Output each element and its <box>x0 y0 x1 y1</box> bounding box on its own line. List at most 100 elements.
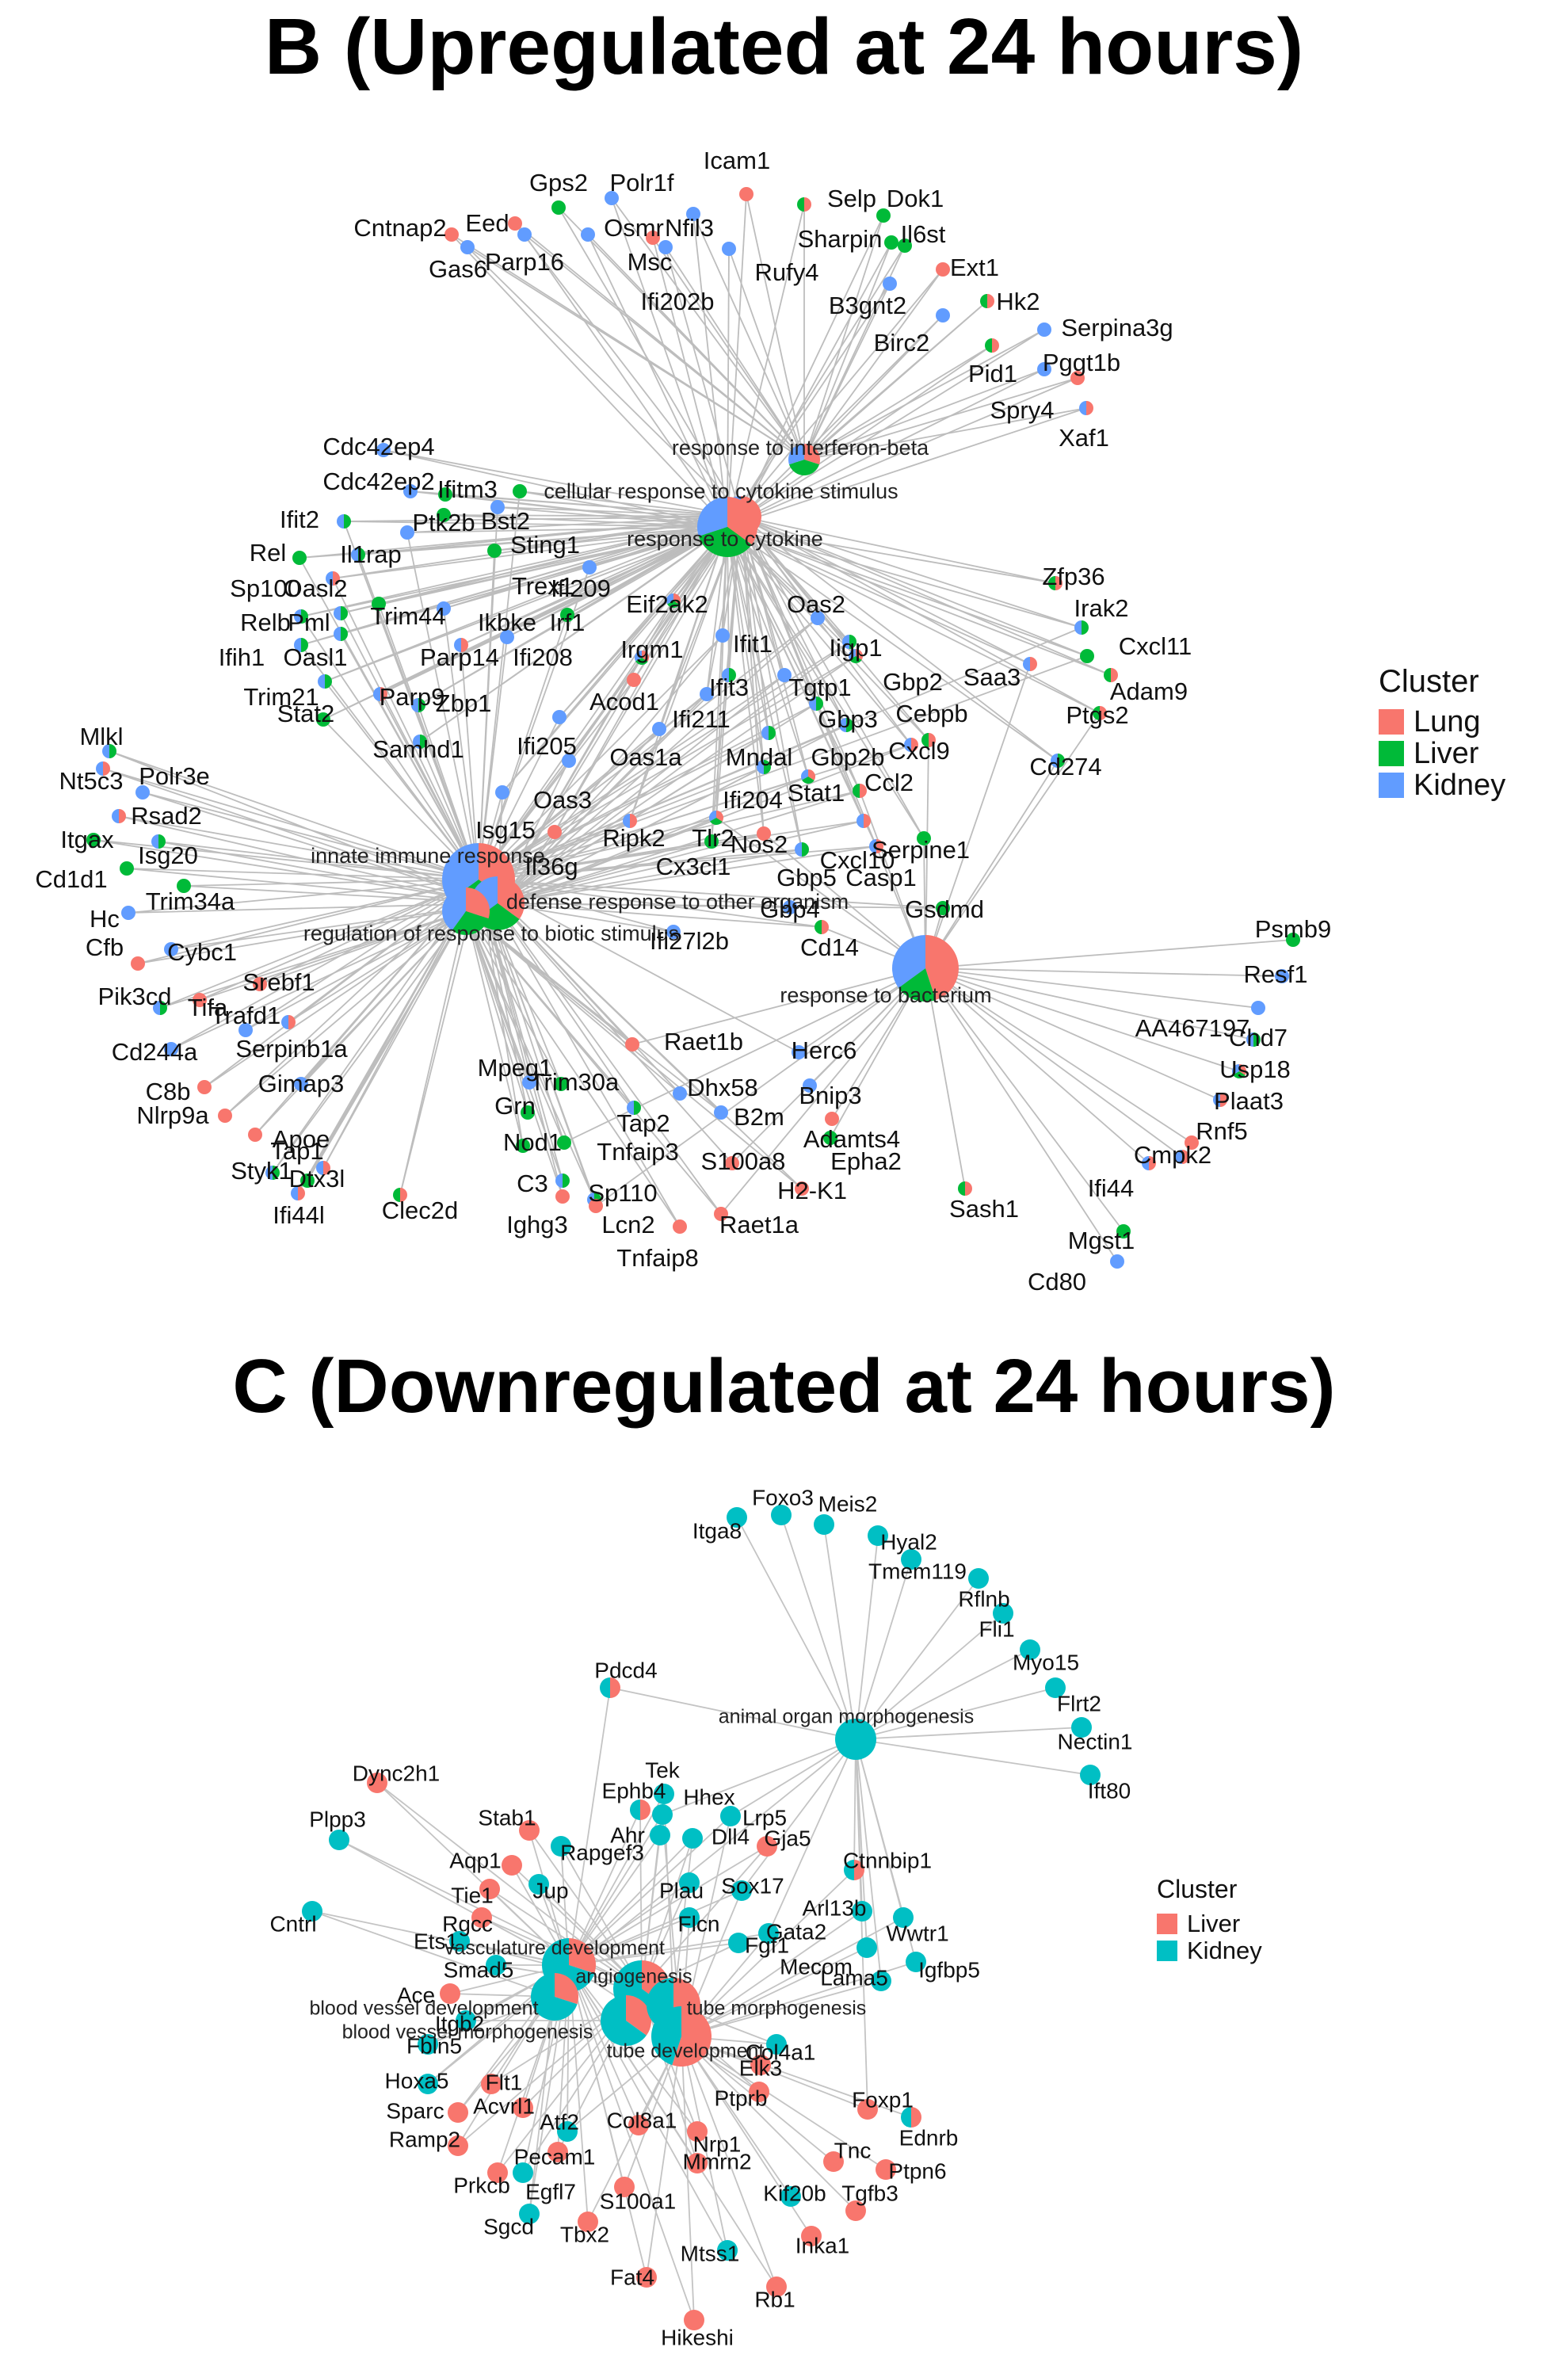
gene-node-spry4 <box>1037 362 1051 376</box>
gene-label-gimap3: Gimap3 <box>258 1070 345 1097</box>
gene-label-sash1: Sash1 <box>949 1195 1019 1223</box>
gene-node-acod1 <box>627 673 641 687</box>
edge-cx3cl1-dro <box>497 841 712 904</box>
edge-c-ift80-aom <box>855 1738 1091 1776</box>
gene-node-trafd1 <box>238 1023 253 1037</box>
gene-label-c-igfbp5: Igfbp5 <box>918 1957 980 1982</box>
gene-label-spry4: Spry4 <box>990 396 1055 424</box>
gene-node-c-kif20b <box>780 2186 801 2207</box>
edge-itgax-dro <box>93 839 498 904</box>
gene-node-c-rapgef3 <box>551 1836 571 1857</box>
gene-node-c-meis2 <box>814 1514 834 1535</box>
gene-label-iigp1: Iigp1 <box>829 634 882 662</box>
gene-node-c-egfl7 <box>513 2162 533 2183</box>
edge-rufy4-rc <box>727 248 730 528</box>
panel-b-title: B (Upregulated at 24 hours) <box>264 2 1304 91</box>
edge-ifi204-ccs <box>740 516 765 768</box>
edge-trim21-ccs <box>324 516 742 682</box>
gene-label-bst2: Bst2 <box>481 507 530 535</box>
edge-sash1-rb <box>925 967 966 1189</box>
gene-label-pml: Pml <box>288 609 330 636</box>
gene-node-c-gja5 <box>757 1836 777 1857</box>
gene-label-cd80: Cd80 <box>1028 1268 1086 1296</box>
gene-node-c-ednrb <box>901 2107 921 2128</box>
edge-mndal-ccs <box>740 516 769 734</box>
gene-node-b2m <box>714 1105 728 1120</box>
edge-stat1-rc <box>727 526 809 777</box>
gene-label-mndal: Mndal <box>726 743 792 771</box>
edge-osmr-rc <box>587 234 728 528</box>
gene-node-c-igfbp5 <box>906 1952 926 1972</box>
edge-cntnap2-rc <box>451 234 728 528</box>
edge-ifi204-rc <box>727 526 765 768</box>
edge-c-tmem119-aom <box>855 1559 912 1740</box>
gene-label-msc: Msc <box>628 248 673 276</box>
gene-node-trim30a <box>554 1077 568 1091</box>
gene-label-ptk2b: Ptk2b <box>412 509 475 536</box>
edge-stat1-dro <box>497 776 809 904</box>
gene-node-c-stab1 <box>519 1820 540 1841</box>
gene-node-tap2 <box>627 1101 641 1115</box>
gene-label-c-rflnb: Rflnb <box>958 1586 1009 1611</box>
gene-node-ikbke <box>437 601 451 616</box>
gene-node-c-inka1 <box>801 2226 822 2246</box>
gene-label-sp110: Sp110 <box>588 1179 657 1207</box>
gene-node-rnf5 <box>1185 1135 1199 1150</box>
gene-label-oas1a: Oas1a <box>609 743 682 771</box>
edge-hk2-ccs <box>740 300 988 517</box>
gene-node-c-plau <box>679 1872 700 1893</box>
edge-selp-rc <box>727 204 805 528</box>
gene-label-lcn2: Lcn2 <box>601 1211 654 1238</box>
edge-c-lrp5-aom <box>730 1738 856 1817</box>
edge-isg20-dro <box>158 841 498 904</box>
gene-label-dok1: Dok1 <box>887 185 944 212</box>
term-label-ifnb: response to interferon-beta <box>672 436 929 460</box>
edge-zfp36-rc <box>727 526 1056 584</box>
gene-node-tnfaip3 <box>557 1135 571 1150</box>
gene-node-ifi211 <box>700 687 714 701</box>
edge-ifi211-dro <box>497 693 708 904</box>
gene-node-pggt1b <box>1070 371 1085 385</box>
gene-label-cybc1: Cybc1 <box>167 938 237 966</box>
gene-node-srebf1 <box>253 977 267 991</box>
gene-node-sash1 <box>958 1181 972 1196</box>
gene-label-tnfaip8: Tnfaip8 <box>616 1244 698 1272</box>
gene-label-c-ptprb: Ptprb <box>715 2086 768 2110</box>
edge-c-itga8-aom <box>736 1517 856 1740</box>
gene-label-sting1: Sting1 <box>510 531 580 559</box>
edge-c-hoxa5-aom <box>427 1738 856 2085</box>
edge-nlrp9a-iir <box>224 879 479 1116</box>
gene-node-irak2 <box>1074 620 1089 635</box>
edge-sharpin-ccs <box>740 242 892 517</box>
edge-c-fli1-aom <box>855 1612 1004 1740</box>
edge-c-mecom-td <box>681 1947 868 2037</box>
gene-label-icam1: Icam1 <box>704 147 770 174</box>
gene-label-c-tie1: Tie1 <box>451 1883 493 1907</box>
gene-label-cfb: Cfb <box>86 933 124 961</box>
gene-label-trim30a: Trim30a <box>530 1068 620 1096</box>
gene-label-srebf1: Srebf1 <box>242 968 315 996</box>
edge-isg15-rc <box>502 526 728 793</box>
gene-label-adamts4: Adamts4 <box>803 1125 900 1153</box>
gene-node-ifi208 <box>500 630 514 644</box>
gene-label-zbp1: Zbp1 <box>436 689 492 717</box>
edge-c-rflnb-aom <box>855 1578 979 1740</box>
gene-node-ifi44l <box>291 1186 305 1200</box>
edge-sharpin-ifnb <box>803 242 892 460</box>
gene-label-nos2: Nos2 <box>731 830 788 858</box>
gene-node-bnip3 <box>803 1078 817 1093</box>
legend-label-liver: Liver <box>1413 736 1479 770</box>
edge-b2m-rrb <box>465 910 722 1113</box>
gene-node-c-fgf1 <box>728 1933 749 1953</box>
gene-label-nt5c3: Nt5c3 <box>59 767 124 795</box>
gene-node-lcn2 <box>589 1199 603 1213</box>
gene-node-cxcl9 <box>904 738 918 752</box>
gene-label-tap1: Tap1 <box>270 1137 323 1165</box>
gene-node-c-ptpn6 <box>876 2159 896 2180</box>
gene-node-c-ephb4 <box>630 1799 650 1820</box>
gene-label-c-ace: Ace <box>397 1983 435 2007</box>
gene-label-dtx3l: Dtx3l <box>289 1165 345 1193</box>
edge-c-dync2h1-ang <box>376 1782 643 1990</box>
edge-c-mtss1-vd <box>568 1964 728 2251</box>
term-label-c-bvm: blood vessel morphogenesis <box>342 2021 593 2044</box>
